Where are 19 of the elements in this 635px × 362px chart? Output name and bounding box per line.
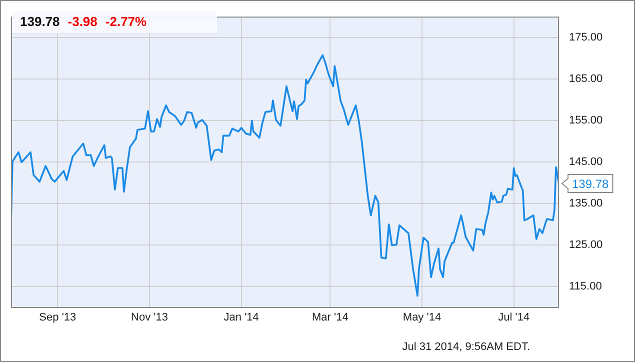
text: Jul 31 2014, 9:56AM EDT.	[402, 341, 530, 353]
x-tick-label: Sep '13	[39, 312, 76, 324]
y-tick-label: 175.00	[569, 31, 603, 44]
annotation: -2.77%	[105, 14, 147, 29]
y-tick-label: 125.00	[569, 238, 603, 251]
x-tick-label: Jan '14	[224, 312, 259, 324]
y-tick-label: 115.00	[569, 280, 602, 292]
annotation: 139.78	[572, 176, 610, 191]
annotation: -3.98	[68, 14, 98, 29]
x-tick-label: Mar '14	[312, 312, 348, 324]
y-tick-label: 145.00	[569, 156, 603, 168]
x-tick-label: Jul '14	[498, 312, 530, 324]
x-tick-label: May '14	[402, 312, 442, 324]
header-panel: 139.78 -3.98 -2.77%	[12, 11, 217, 34]
y-tick-label: 155.00	[569, 114, 603, 126]
x-tick-label: Nov '13	[131, 312, 168, 324]
y-tick-label: 165.00	[569, 72, 603, 85]
y-tick-label: 135.00	[569, 197, 603, 210]
annotation: 139.78	[20, 14, 60, 29]
